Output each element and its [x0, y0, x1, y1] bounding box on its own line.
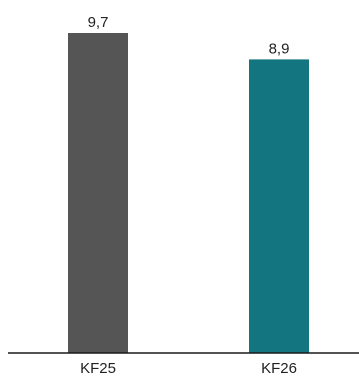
value-label-kf26: 8,9: [269, 40, 290, 57]
x-tick-label-kf25: KF25: [80, 360, 116, 377]
bars-group: [68, 33, 309, 353]
x-tick-labels-group: KF25 KF26: [80, 360, 297, 377]
value-labels-group: 9,7 8,9: [88, 14, 290, 57]
value-label-kf25: 9,7: [88, 14, 109, 31]
bar-kf26: [249, 59, 309, 353]
bar-kf25: [68, 33, 128, 353]
x-tick-label-kf26: KF26: [261, 360, 297, 377]
